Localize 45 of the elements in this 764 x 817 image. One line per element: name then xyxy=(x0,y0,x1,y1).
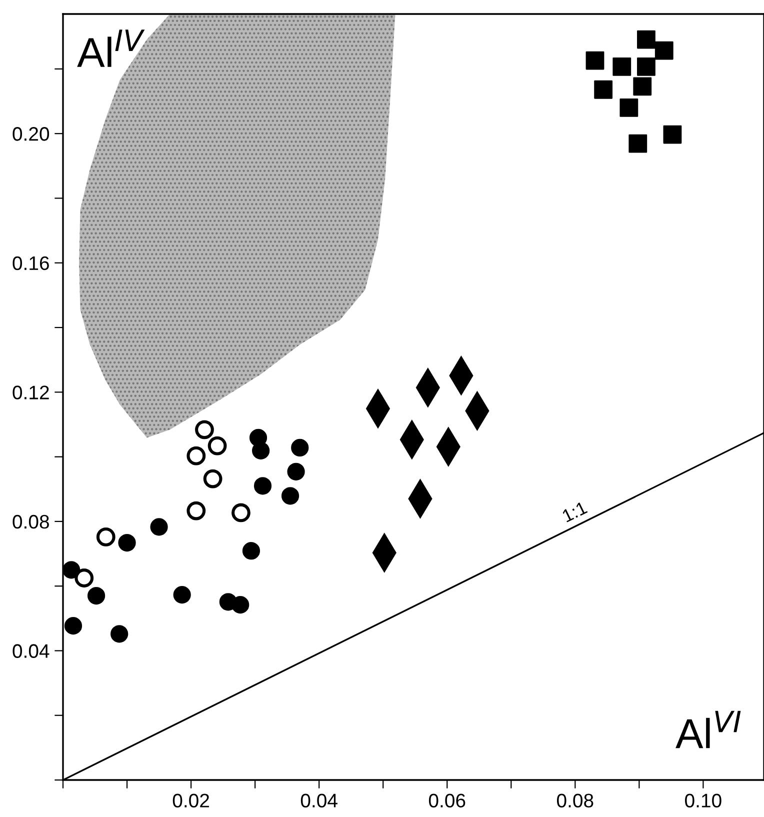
x-tick-label: 0.08 xyxy=(556,794,594,808)
point xyxy=(203,469,222,488)
point xyxy=(287,462,305,480)
point xyxy=(173,586,191,604)
point xyxy=(63,561,80,579)
point xyxy=(633,77,652,96)
point xyxy=(637,57,656,76)
x-tick-label: 0.02 xyxy=(172,794,209,808)
x-tick-label: 0.04 xyxy=(300,794,338,808)
y-tick-label: 0.12 xyxy=(12,386,49,400)
point xyxy=(254,477,272,495)
x-tick-label: 0.10 xyxy=(685,794,722,808)
point xyxy=(186,446,206,466)
x-tick-label: 0.06 xyxy=(428,794,466,808)
point xyxy=(654,41,674,60)
point xyxy=(620,98,638,117)
point xyxy=(628,134,648,153)
point xyxy=(586,51,604,70)
point xyxy=(150,518,168,536)
point xyxy=(663,125,682,144)
point xyxy=(64,617,82,635)
point xyxy=(195,420,214,440)
point xyxy=(232,503,250,522)
point xyxy=(637,30,656,49)
point xyxy=(232,596,250,614)
annotation: 1:1 xyxy=(562,501,588,522)
y-tick-label: 0.16 xyxy=(12,256,49,270)
point xyxy=(208,436,227,456)
y-tick-label: 0.20 xyxy=(12,127,50,141)
y-tick-label: 0.04 xyxy=(12,644,50,658)
point xyxy=(252,442,270,460)
point xyxy=(594,80,613,99)
point xyxy=(291,438,309,457)
point xyxy=(118,534,136,552)
point xyxy=(186,501,206,520)
point xyxy=(242,542,260,560)
point xyxy=(612,57,632,76)
point xyxy=(87,586,106,605)
point xyxy=(110,625,128,643)
point xyxy=(281,487,300,505)
y-axis-title: Al$^{IV}$ xyxy=(77,30,145,67)
x-axis-title: Al$^{VI}$ xyxy=(676,710,741,748)
y-tick-label: 0.08 xyxy=(12,514,49,529)
point xyxy=(96,528,116,546)
point xyxy=(74,568,94,588)
